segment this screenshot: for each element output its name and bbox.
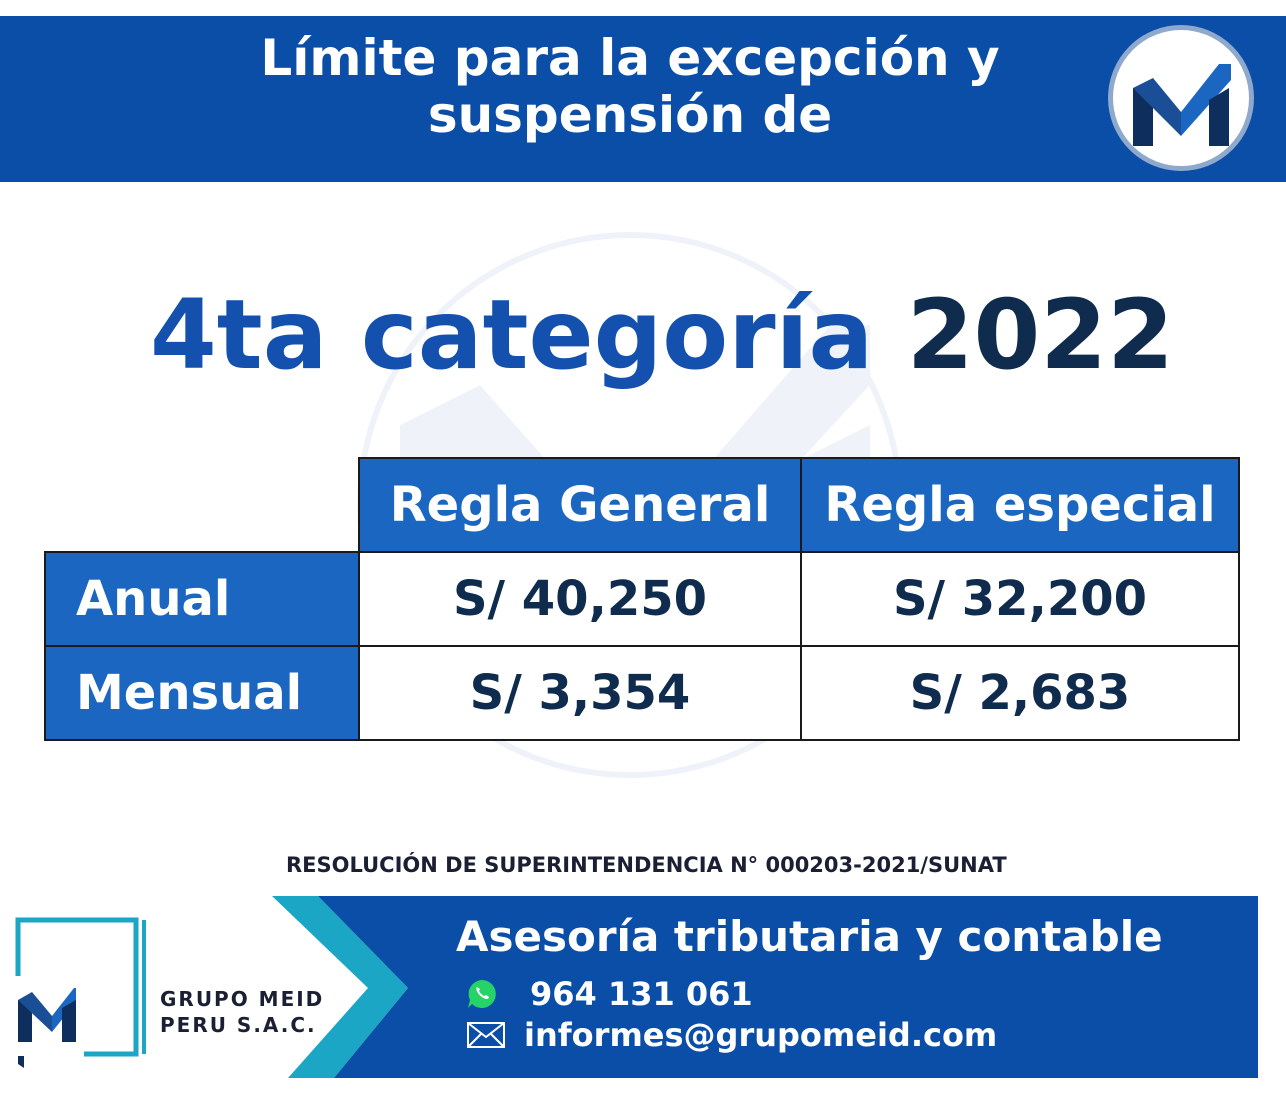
column-header-regla-general: Regla General (358, 457, 802, 553)
resolution-reference: RESOLUCIÓN DE SUPERINTENDENCIA N° 000203… (286, 853, 1007, 877)
company-name: GRUPO MEID PERU S.A.C. (160, 986, 324, 1038)
phone-contact[interactable]: 964 131 061 (466, 975, 753, 1013)
footer-band (272, 896, 1258, 1078)
company-line-1: GRUPO MEID (160, 987, 325, 1011)
limits-table: Regla General Regla especial Anual S/ 40… (44, 457, 1240, 741)
cell-mensual-general: S/ 3,354 (358, 645, 802, 741)
meid-logo-icon (1108, 25, 1254, 171)
cell-anual-especial: S/ 32,200 (800, 551, 1240, 647)
email-address: informes@grupomeid.com (524, 1016, 998, 1054)
envelope-icon (467, 1022, 505, 1048)
row-header-mensual: Mensual (44, 645, 360, 741)
category-year: 2022 (906, 279, 1174, 391)
whatsapp-icon (468, 980, 496, 1008)
title-line-1: Límite para la excepción y (260, 29, 1000, 87)
title-line-2: suspensión de (427, 86, 833, 144)
phone-number: 964 131 061 (530, 975, 753, 1013)
company-logo-icon (14, 917, 146, 1072)
email-contact[interactable]: informes@grupomeid.com (466, 1016, 997, 1054)
column-header-regla-especial: Regla especial (800, 457, 1240, 553)
table-corner-cell (45, 458, 359, 552)
tagline: Asesoría tributaria y contable (456, 912, 1163, 961)
top-banner (0, 16, 1286, 182)
table-header-row: Regla General Regla especial (45, 457, 1240, 553)
cell-mensual-especial: S/ 2,683 (800, 645, 1240, 741)
table-row-mensual: Mensual S/ 3,354 S/ 2,683 (44, 645, 1240, 741)
category-heading: 4ta categoría 2022 (150, 275, 1174, 395)
category-label: 4ta categoría (150, 279, 874, 391)
company-line-2: PERU S.A.C. (160, 1013, 317, 1037)
page-title: Límite para la excepción y suspensión de (130, 30, 1130, 144)
cell-anual-general: S/ 40,250 (358, 551, 802, 647)
row-header-anual: Anual (44, 551, 360, 647)
table-row-anual: Anual S/ 40,250 S/ 32,200 (44, 551, 1240, 647)
